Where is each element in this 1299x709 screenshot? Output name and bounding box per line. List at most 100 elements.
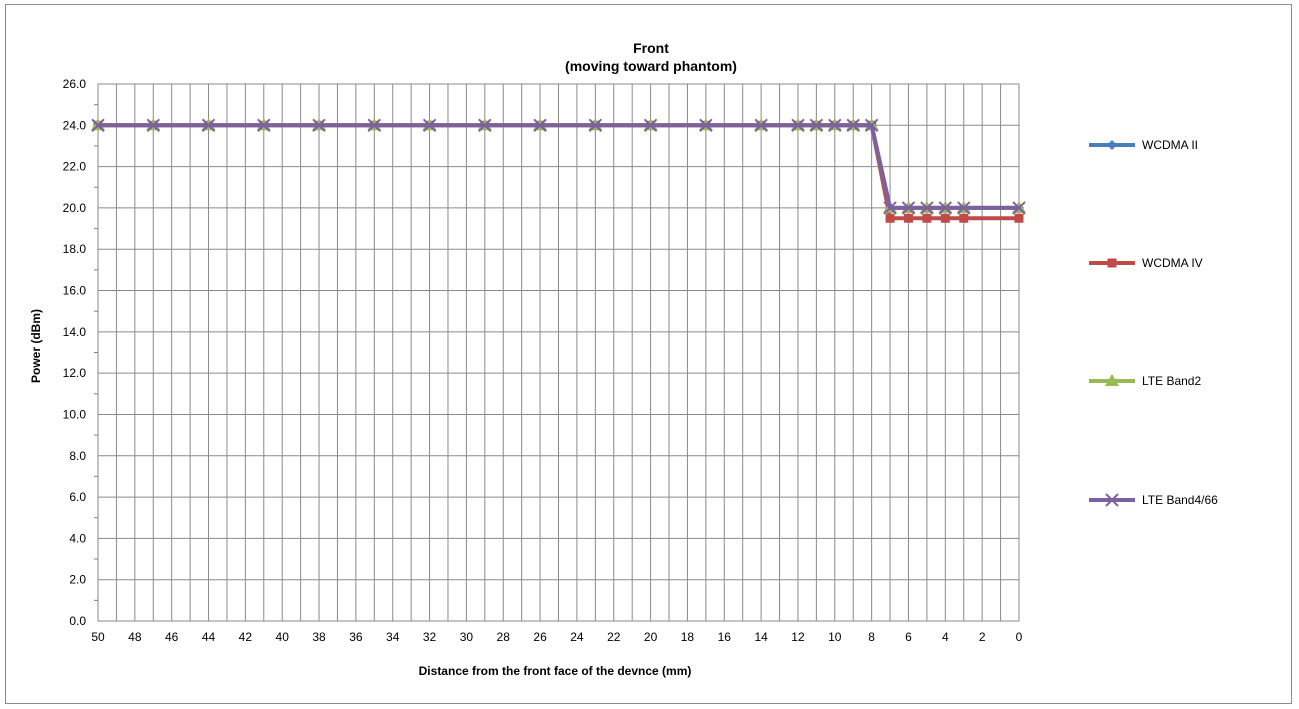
data-point-x [957, 201, 971, 215]
data-point-x [312, 118, 326, 133]
legend-entry: LTE Band2 [1089, 374, 1201, 388]
y-tick-label: 6.0 [69, 490, 86, 504]
data-point-x-stroke [699, 118, 713, 133]
legend-label: WCDMA II [1142, 138, 1198, 152]
series-line [98, 123, 1019, 210]
y-axis-title: Power (dBm) [29, 309, 43, 383]
data-point-x [864, 118, 879, 133]
data-point-x [699, 118, 713, 133]
y-tick-label: 8.0 [69, 449, 86, 463]
data-point-x-stroke [643, 118, 658, 133]
x-tick-label: 14 [754, 630, 768, 644]
chart-svg: Front (moving toward phantom) Distance f… [29, 40, 1218, 678]
data-point-x-stroke [957, 201, 971, 215]
data-point-x [920, 201, 934, 215]
chart-title: Front [633, 40, 669, 56]
data-point-x-stroke [367, 118, 382, 133]
data-point-x [91, 118, 105, 133]
x-tick-label: 48 [128, 630, 142, 644]
data-point-x [478, 118, 492, 133]
x-tick-label: 40 [276, 630, 290, 644]
data-point-x-stroke [846, 118, 860, 133]
x-tick-label: 24 [570, 630, 584, 644]
x-tick-label: 44 [202, 630, 216, 644]
data-point-x-stroke [422, 118, 437, 133]
legend-entry: LTE Band4/66 [1089, 493, 1218, 507]
data-point-x-stroke [883, 201, 897, 215]
data-point-x [754, 118, 768, 133]
y-tick-label: 26.0 [63, 77, 87, 91]
data-point-x-stroke [809, 118, 824, 133]
data-point-diamond [1107, 140, 1117, 150]
data-point-x-stroke [312, 118, 326, 133]
y-tick-label: 18.0 [63, 242, 87, 256]
data-point-x-stroke [1012, 201, 1026, 215]
data-point-x [938, 201, 953, 215]
data-point-x [846, 118, 860, 133]
data-point-x [1105, 493, 1119, 507]
x-tick-label: 4 [942, 630, 949, 644]
data-point-x-stroke [478, 118, 492, 133]
data-point-x-stroke [791, 118, 805, 133]
data-point-x [883, 201, 897, 215]
data-point-x [643, 118, 658, 133]
x-tick-label: 38 [312, 630, 326, 644]
data-point-x-stroke [864, 118, 879, 133]
x-tick-label: 42 [239, 630, 253, 644]
data-point-square [1014, 213, 1024, 223]
x-tick-label: 16 [718, 630, 732, 644]
data-point-x-stroke [828, 118, 842, 133]
data-point-x [146, 118, 160, 133]
x-tick-label: 50 [91, 630, 105, 644]
x-tick-label: 30 [460, 630, 474, 644]
series-layer [91, 118, 1026, 223]
x-tick-label: 6 [905, 630, 912, 644]
grid-layer [97, 83, 1020, 622]
y-tick-label: 20.0 [63, 201, 87, 215]
data-point-x-stroke [901, 201, 916, 215]
y-tick-label: 24.0 [63, 118, 87, 132]
legend-entry: WCDMA II [1089, 138, 1198, 152]
legend: WCDMA II WCDMA IV LTE Band2 LTE Band4/66 [1089, 138, 1218, 507]
data-point-x [367, 118, 382, 133]
data-point-x-stroke [146, 118, 160, 133]
x-tick-label: 2 [979, 630, 986, 644]
legend-label: LTE Band2 [1142, 374, 1201, 388]
data-point-x [422, 118, 437, 133]
legend-label: WCDMA IV [1142, 256, 1203, 270]
x-tick-label: 0 [1016, 630, 1023, 644]
y-tick-label: 0.0 [69, 614, 86, 628]
data-point-square [885, 213, 895, 223]
y-tick-label: 16.0 [63, 284, 87, 298]
x-tick-label: 28 [497, 630, 511, 644]
x-tick-label: 32 [423, 630, 437, 644]
y-tick-label: 4.0 [69, 531, 86, 545]
y-tick-label: 14.0 [63, 325, 87, 339]
x-tick-label: 18 [681, 630, 695, 644]
legend-label: LTE Band4/66 [1142, 493, 1218, 507]
data-point-x [257, 118, 271, 133]
y-tick-label: 10.0 [63, 407, 87, 421]
y-tick-label: 2.0 [69, 573, 86, 587]
data-point-x [1012, 201, 1026, 215]
x-tick-label: 46 [165, 630, 179, 644]
x-axis-title: Distance from the front face of the devn… [419, 664, 692, 678]
data-point-x [201, 118, 216, 133]
data-point-x [791, 118, 805, 133]
legend-entry: WCDMA IV [1089, 256, 1203, 270]
y-tick-label: 12.0 [63, 366, 87, 380]
data-point-square [922, 213, 932, 223]
data-point-x [809, 118, 824, 133]
x-tick-label: 34 [386, 630, 400, 644]
data-point-x-stroke [938, 201, 953, 215]
x-tick-label: 10 [828, 630, 842, 644]
x-tick-label: 12 [791, 630, 805, 644]
data-point-square [903, 213, 913, 223]
data-point-x-stroke [533, 118, 547, 133]
x-tick-label: 26 [533, 630, 547, 644]
data-point-x-stroke [257, 118, 271, 133]
data-point-x-stroke [754, 118, 768, 133]
data-point-square [940, 213, 950, 223]
x-tick-label: 36 [349, 630, 363, 644]
data-point-x-stroke [201, 118, 216, 133]
